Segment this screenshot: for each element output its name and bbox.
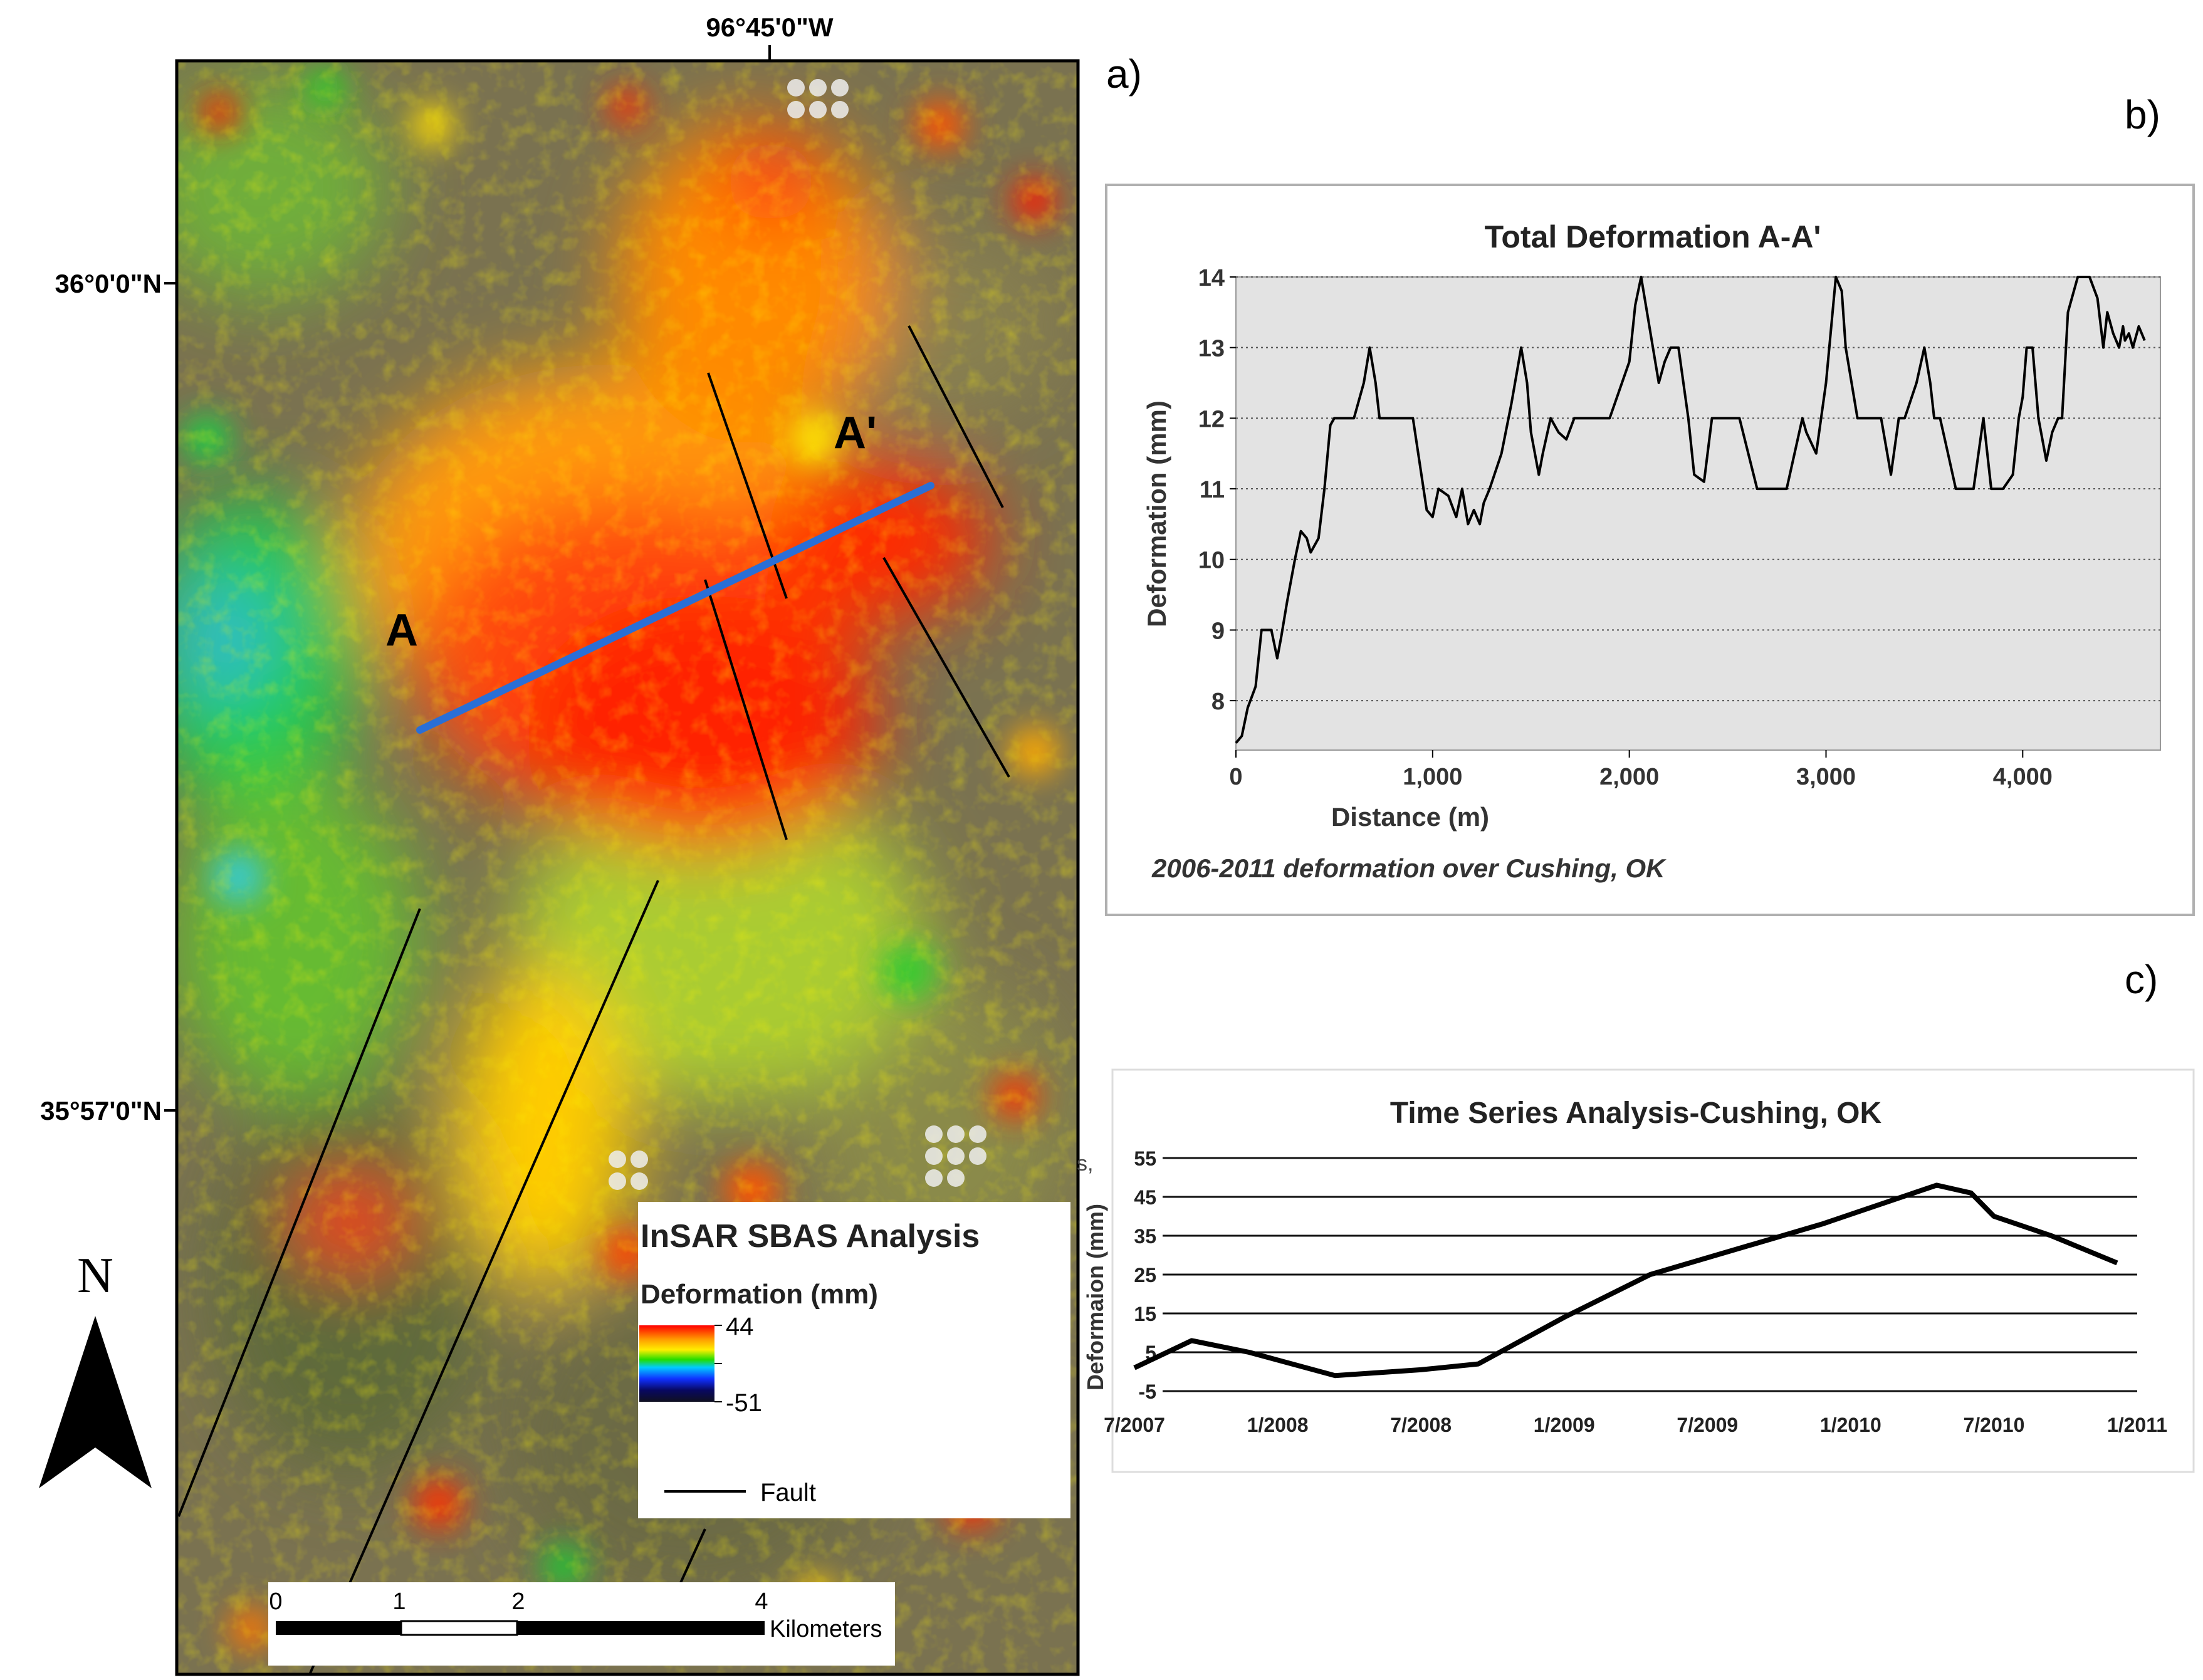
chart-b-xtick-label: 0: [1229, 764, 1242, 790]
chart-c-xtick-label: 7/2009: [1677, 1414, 1738, 1436]
point-a-prime-label: A': [834, 408, 877, 458]
legend-title: InSAR SBAS Analysis: [641, 1218, 980, 1255]
latitude-label-1: 36°0'0"N: [55, 269, 162, 298]
chart-b-xtick-label: 3,000: [1796, 764, 1856, 790]
chart-c-title: Time Series Analysis-Cushing, OK: [1390, 1097, 1882, 1130]
storage-tanks: [609, 79, 986, 1190]
scale-tick-3: 4: [755, 1589, 768, 1615]
legend-color-ramp: [639, 1325, 714, 1402]
chart-c-xtick-label: 1/2008: [1247, 1414, 1309, 1436]
longitude-label: 96°45'0"W: [706, 13, 833, 42]
stray-text: s,: [1077, 1152, 1093, 1176]
scale-tick-0: 0: [269, 1589, 282, 1615]
chart-c-ytick-label: -5: [1139, 1380, 1156, 1403]
chart-c-ytick-label: 25: [1134, 1264, 1156, 1286]
insar-map: A A' 96°45'0"W 36°0'0"N 35°57'0"N N InSA…: [39, 13, 1080, 1676]
panel-label-a: a): [1106, 51, 1142, 97]
chart-c-xtick-label: 1/2010: [1820, 1414, 1881, 1436]
scale-tick-2: 2: [511, 1589, 525, 1615]
chart-b-xtick-label: 4,000: [1993, 764, 2053, 790]
chart-b-series-line: [1235, 276, 2146, 744]
scale-unit: Kilometers: [770, 1616, 882, 1642]
chart-b-ytick-label: 13: [1198, 336, 1225, 362]
scale-tick-1: 1: [392, 1589, 406, 1615]
legend-fault-label: Fault: [760, 1479, 816, 1506]
chart-c-xtick-label: 7/2008: [1390, 1414, 1452, 1436]
legend-subtitle: Deformation (mm): [641, 1279, 878, 1310]
scale-bar: 0 1 2 4 Kilometers: [268, 1582, 895, 1666]
chart-c-ytick-label: 45: [1134, 1186, 1156, 1209]
panel-label-c: c): [2125, 957, 2158, 1002]
map-frame: [175, 59, 1080, 1676]
chart-c-ytick-label: 55: [1134, 1147, 1156, 1170]
chart-c-ytick-label: 35: [1134, 1225, 1156, 1248]
chart-c-ylabel: Deformaion (mm): [1082, 1204, 1108, 1390]
chart-c-series-line: [1133, 1182, 2118, 1379]
chart-b-xlabel: Distance (m): [1331, 802, 1489, 832]
chart-b-ytick-label: 14: [1198, 265, 1225, 291]
chart-b-xtick-label: 2,000: [1599, 764, 1659, 790]
chart-b-plot-area: [1235, 276, 2161, 751]
chart-b-xtick-label: 1,000: [1403, 764, 1462, 790]
time-series-chart: Time Series Analysis-Cushing, OK Deforma…: [1082, 1068, 2195, 1473]
north-label: N: [77, 1248, 113, 1303]
chart-b-ytick-label: 12: [1198, 406, 1225, 432]
chart-c-xtick-label: 7/2010: [1963, 1414, 2024, 1436]
chart-b-ytick-label: 9: [1211, 618, 1225, 644]
chart-b-ytick-label: 8: [1211, 689, 1225, 715]
profile-line-a-a-prime: [416, 482, 934, 734]
chart-c-frame: [1111, 1068, 2195, 1473]
legend-min: -51: [726, 1389, 762, 1417]
chart-c-ytick-label: 15: [1134, 1303, 1156, 1325]
chart-b-caption: 2006-2011 deformation over Cushing, OK: [1151, 853, 1667, 883]
chart-c-xtick-label: 7/2007: [1104, 1414, 1165, 1436]
legend-max: 44: [726, 1313, 754, 1340]
latitude-label-2: 35°57'0"N: [40, 1096, 162, 1125]
chart-b-title: Total Deformation A-A': [1485, 219, 1821, 254]
chart-b-ylabel: Deformation (mm): [1142, 400, 1171, 627]
chart-c-xtick-label: 1/2011: [2107, 1414, 2167, 1436]
north-arrow-icon: [39, 1316, 152, 1488]
profile-chart: Total Deformation A-A' Distance (m) Defo…: [1105, 184, 2195, 916]
map-legend: InSAR SBAS Analysis Deformation (mm) 44 …: [638, 1202, 1070, 1518]
chart-c-xtick-label: 1/2009: [1534, 1414, 1595, 1436]
point-a-label: A: [385, 605, 418, 655]
chart-b-ytick-label: 11: [1200, 477, 1225, 503]
panel-label-b: b): [2125, 92, 2160, 137]
chart-b-ytick-label: 10: [1198, 548, 1225, 574]
